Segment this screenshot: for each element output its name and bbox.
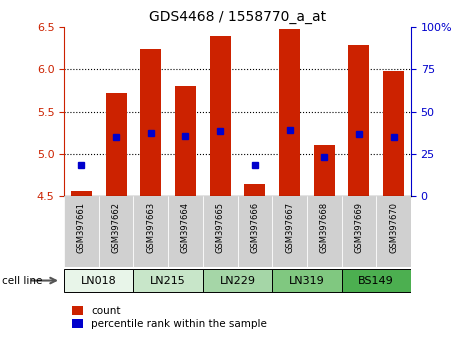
Bar [272, 269, 342, 292]
Bar [238, 196, 272, 267]
Bar [203, 196, 238, 267]
Text: GSM397663: GSM397663 [146, 202, 155, 253]
Bar [376, 196, 411, 267]
Bar [279, 29, 300, 196]
Text: LN215: LN215 [150, 275, 186, 286]
Text: LN018: LN018 [81, 275, 117, 286]
Bar [272, 196, 307, 267]
Bar [64, 269, 133, 292]
Bar [245, 184, 265, 196]
Text: GSM397667: GSM397667 [285, 202, 294, 253]
Bar [141, 48, 161, 196]
Bar [106, 93, 126, 196]
Bar [133, 196, 168, 267]
Bar [203, 269, 272, 292]
Text: cell line: cell line [2, 276, 43, 286]
Text: GSM397666: GSM397666 [250, 202, 259, 253]
Bar [99, 196, 133, 267]
Text: GSM397668: GSM397668 [320, 202, 329, 253]
Bar [349, 45, 369, 196]
Bar [342, 269, 411, 292]
Bar [210, 36, 230, 196]
Bar [307, 196, 342, 267]
Bar [71, 192, 92, 196]
Text: BS149: BS149 [358, 275, 394, 286]
Text: GSM397669: GSM397669 [354, 202, 363, 253]
Legend: count, percentile rank within the sample: count, percentile rank within the sample [69, 303, 270, 332]
Bar [133, 269, 203, 292]
Text: LN319: LN319 [289, 275, 325, 286]
Bar [342, 196, 376, 267]
Bar [383, 71, 404, 196]
Text: GSM397661: GSM397661 [77, 202, 86, 253]
Text: GSM397662: GSM397662 [112, 202, 121, 253]
Text: GSM397664: GSM397664 [181, 202, 190, 253]
Title: GDS4468 / 1558770_a_at: GDS4468 / 1558770_a_at [149, 10, 326, 24]
Text: GSM397665: GSM397665 [216, 202, 225, 253]
Bar [64, 196, 99, 267]
Text: LN229: LN229 [219, 275, 256, 286]
Bar [175, 86, 196, 196]
Bar [168, 196, 203, 267]
Bar [314, 145, 334, 196]
Text: GSM397670: GSM397670 [389, 202, 398, 253]
